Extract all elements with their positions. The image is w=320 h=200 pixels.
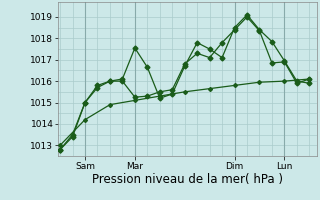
X-axis label: Pression niveau de la mer( hPa ): Pression niveau de la mer( hPa ) [92,173,283,186]
